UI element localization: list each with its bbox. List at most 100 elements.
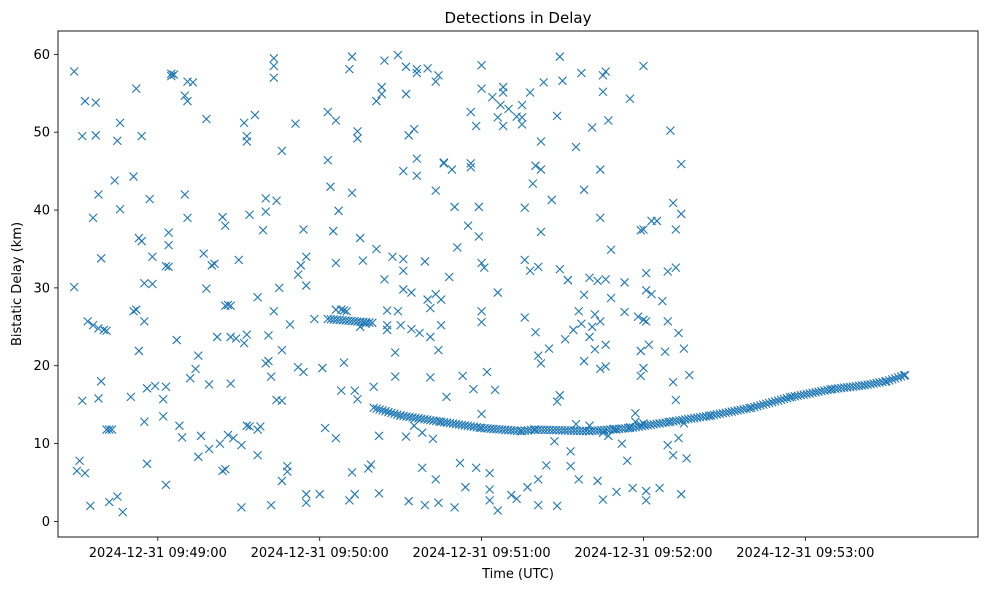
- detection-marker: [326, 182, 335, 192]
- detection-marker: [231, 334, 241, 343]
- detection-marker: [770, 396, 780, 406]
- detection-marker: [347, 467, 357, 477]
- detection-marker: [266, 500, 276, 510]
- detection-marker: [455, 458, 465, 468]
- detection-marker: [622, 456, 632, 466]
- detection-marker: [387, 408, 396, 418]
- detection-marker: [382, 320, 392, 330]
- detection-marker: [99, 325, 109, 335]
- detection-marker: [636, 346, 646, 356]
- detection-marker: [676, 159, 686, 169]
- detection-marker: [676, 209, 686, 219]
- detection-marker: [439, 158, 449, 167]
- detection-marker: [555, 52, 565, 62]
- detection-marker: [671, 395, 681, 405]
- detection-marker: [282, 461, 292, 471]
- detection-marker: [404, 496, 414, 506]
- detection-marker: [258, 225, 268, 235]
- detection-marker: [164, 240, 174, 250]
- detection-marker: [390, 409, 399, 419]
- detection-marker: [469, 384, 478, 394]
- detection-marker: [269, 73, 279, 83]
- detection-marker: [590, 345, 600, 354]
- detection-marker: [434, 70, 443, 80]
- detection-marker: [520, 203, 530, 213]
- detection-marker: [129, 172, 138, 181]
- detection-marker: [577, 319, 586, 329]
- detection-marker: [498, 121, 508, 131]
- detection-marker: [344, 64, 354, 74]
- detection-marker: [550, 436, 559, 446]
- detection-marker: [226, 379, 236, 389]
- detection-marker: [409, 124, 419, 134]
- detection-marker: [636, 225, 646, 235]
- detection-marker: [342, 306, 352, 316]
- detection-marker: [150, 381, 160, 391]
- detection-marker: [639, 418, 648, 428]
- detection-marker: [264, 356, 273, 366]
- detection-marker: [668, 450, 678, 460]
- detection-marker: [301, 489, 311, 499]
- y-tick-label: 50: [33, 126, 50, 141]
- detection-marker: [80, 96, 90, 106]
- detection-marker: [371, 244, 381, 254]
- detection-marker: [517, 100, 527, 110]
- detection-marker: [555, 390, 565, 400]
- detection-marker: [409, 421, 419, 431]
- detection-marker: [533, 500, 543, 510]
- detection-marker: [525, 266, 535, 276]
- detection-marker: [628, 483, 638, 493]
- axes-frame: [57, 30, 979, 538]
- detection-marker: [148, 252, 157, 262]
- detection-marker: [131, 305, 141, 315]
- detection-marker: [633, 312, 643, 322]
- detection-marker: [374, 489, 384, 498]
- detection-marker: [112, 136, 122, 146]
- detection-marker: [390, 372, 400, 382]
- detection-marker: [477, 306, 486, 316]
- detection-marker: [164, 228, 174, 238]
- detection-marker: [180, 91, 190, 101]
- detection-marker: [115, 118, 125, 128]
- x-axis-label: Time (UTC): [481, 567, 554, 582]
- detection-marker: [218, 466, 227, 476]
- detection-marker: [477, 84, 486, 93]
- detection-marker: [80, 468, 90, 478]
- detection-marker: [309, 314, 319, 324]
- detection-marker: [533, 351, 543, 361]
- detection-marker: [423, 295, 433, 304]
- detection-marker: [371, 96, 381, 106]
- detection-marker: [477, 258, 486, 268]
- detection-marker: [83, 316, 93, 326]
- detection-marker: [91, 98, 101, 108]
- detection-marker: [674, 328, 683, 338]
- detection-marker: [293, 270, 303, 280]
- detection-marker: [587, 123, 597, 132]
- detection-marker: [579, 290, 589, 300]
- detection-marker: [571, 142, 581, 152]
- detection-marker: [617, 439, 627, 448]
- detection-marker: [218, 212, 227, 222]
- detection-marker: [477, 409, 486, 419]
- detection-marker: [668, 377, 678, 387]
- detection-marker: [372, 404, 382, 414]
- detection-marker: [183, 213, 192, 223]
- detection-marker: [318, 363, 327, 373]
- detection-marker: [161, 480, 171, 490]
- detection-marker: [450, 202, 459, 212]
- detection-marker: [355, 233, 365, 243]
- detection-marker: [277, 396, 287, 406]
- detection-marker: [671, 263, 681, 273]
- detection-marker: [131, 84, 141, 93]
- detection-marker: [474, 202, 484, 212]
- detection-marker: [563, 275, 573, 285]
- detection-marker: [436, 295, 446, 304]
- detection-marker: [191, 364, 200, 374]
- detection-marker: [96, 376, 106, 386]
- detection-marker: [477, 60, 486, 70]
- detection-marker: [166, 71, 176, 81]
- detection-marker: [212, 332, 222, 342]
- detection-marker: [663, 316, 673, 326]
- detection-marker: [539, 77, 549, 87]
